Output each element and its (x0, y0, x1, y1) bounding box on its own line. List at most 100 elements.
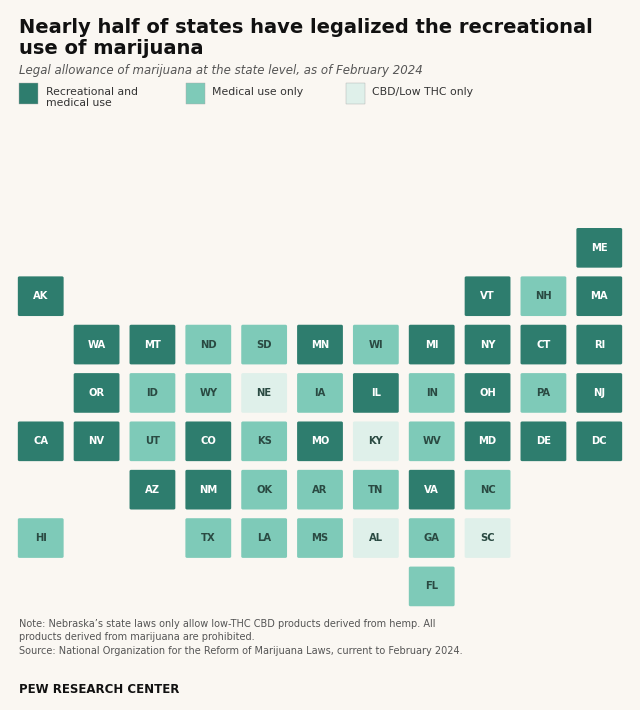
Text: VA: VA (424, 485, 439, 495)
Text: NC: NC (480, 485, 495, 495)
Text: FL: FL (425, 581, 438, 591)
Text: GA: GA (424, 533, 440, 543)
FancyBboxPatch shape (241, 422, 287, 461)
Text: NJ: NJ (593, 388, 605, 398)
Text: UT: UT (145, 437, 160, 447)
Text: HI: HI (35, 533, 47, 543)
Text: AL: AL (369, 533, 383, 543)
Text: NE: NE (257, 388, 272, 398)
FancyBboxPatch shape (241, 518, 287, 558)
FancyBboxPatch shape (186, 324, 231, 364)
FancyBboxPatch shape (353, 518, 399, 558)
Text: Note: Nebraska’s state laws only allow low-THC CBD products derived from hemp. A: Note: Nebraska’s state laws only allow l… (19, 619, 463, 655)
Text: Legal allowance of marijuana at the state level, as of February 2024: Legal allowance of marijuana at the stat… (19, 64, 423, 77)
FancyBboxPatch shape (520, 422, 566, 461)
FancyBboxPatch shape (577, 324, 622, 364)
FancyBboxPatch shape (409, 470, 454, 510)
FancyBboxPatch shape (353, 324, 399, 364)
FancyBboxPatch shape (520, 276, 566, 316)
FancyBboxPatch shape (409, 324, 454, 364)
Text: PA: PA (536, 388, 550, 398)
FancyBboxPatch shape (186, 422, 231, 461)
Text: KY: KY (369, 437, 383, 447)
Text: LA: LA (257, 533, 271, 543)
Text: NY: NY (480, 339, 495, 349)
FancyBboxPatch shape (129, 422, 175, 461)
Text: Nearly half of states have legalized the recreational: Nearly half of states have legalized the… (19, 18, 593, 37)
FancyBboxPatch shape (74, 422, 120, 461)
Text: RI: RI (594, 339, 605, 349)
Text: WV: WV (422, 437, 441, 447)
Text: WY: WY (199, 388, 218, 398)
FancyBboxPatch shape (409, 518, 454, 558)
FancyBboxPatch shape (297, 518, 343, 558)
FancyBboxPatch shape (520, 324, 566, 364)
Text: use of marijuana: use of marijuana (19, 39, 204, 58)
FancyBboxPatch shape (18, 422, 63, 461)
FancyBboxPatch shape (465, 518, 511, 558)
FancyBboxPatch shape (297, 324, 343, 364)
Text: ND: ND (200, 339, 216, 349)
Text: TN: TN (368, 485, 383, 495)
Text: OR: OR (88, 388, 105, 398)
Text: Medical use only: Medical use only (212, 87, 303, 97)
FancyBboxPatch shape (241, 470, 287, 510)
FancyBboxPatch shape (18, 518, 63, 558)
Text: MS: MS (312, 533, 328, 543)
FancyBboxPatch shape (465, 276, 511, 316)
Text: ME: ME (591, 243, 607, 253)
Text: AR: AR (312, 485, 328, 495)
Text: IL: IL (371, 388, 381, 398)
Text: WA: WA (88, 339, 106, 349)
Text: WI: WI (369, 339, 383, 349)
FancyBboxPatch shape (241, 373, 287, 413)
FancyBboxPatch shape (186, 518, 231, 558)
FancyBboxPatch shape (409, 373, 454, 413)
Text: NV: NV (88, 437, 105, 447)
FancyBboxPatch shape (129, 373, 175, 413)
Text: TX: TX (201, 533, 216, 543)
Text: DC: DC (591, 437, 607, 447)
Text: MI: MI (425, 339, 438, 349)
Text: IA: IA (314, 388, 326, 398)
FancyBboxPatch shape (186, 373, 231, 413)
Text: MA: MA (591, 291, 608, 301)
FancyBboxPatch shape (465, 373, 511, 413)
FancyBboxPatch shape (409, 567, 454, 606)
FancyBboxPatch shape (353, 373, 399, 413)
FancyBboxPatch shape (577, 276, 622, 316)
FancyBboxPatch shape (297, 470, 343, 510)
FancyBboxPatch shape (353, 422, 399, 461)
FancyBboxPatch shape (577, 228, 622, 268)
FancyBboxPatch shape (353, 470, 399, 510)
Text: NH: NH (535, 291, 552, 301)
Text: DE: DE (536, 437, 551, 447)
Text: AZ: AZ (145, 485, 160, 495)
Text: MN: MN (311, 339, 329, 349)
Text: MD: MD (479, 437, 497, 447)
FancyBboxPatch shape (577, 422, 622, 461)
Text: KS: KS (257, 437, 271, 447)
Text: Recreational and
medical use: Recreational and medical use (46, 87, 138, 108)
Text: IN: IN (426, 388, 438, 398)
Text: CBD/Low THC only: CBD/Low THC only (372, 87, 474, 97)
FancyBboxPatch shape (520, 373, 566, 413)
FancyBboxPatch shape (241, 324, 287, 364)
Text: CO: CO (200, 437, 216, 447)
Text: OH: OH (479, 388, 496, 398)
Text: VT: VT (480, 291, 495, 301)
FancyBboxPatch shape (297, 422, 343, 461)
FancyBboxPatch shape (465, 324, 511, 364)
FancyBboxPatch shape (74, 324, 120, 364)
Text: PEW RESEARCH CENTER: PEW RESEARCH CENTER (19, 683, 180, 696)
FancyBboxPatch shape (129, 324, 175, 364)
FancyBboxPatch shape (74, 373, 120, 413)
Text: SC: SC (480, 533, 495, 543)
Text: CA: CA (33, 437, 48, 447)
Text: ID: ID (147, 388, 158, 398)
Text: MT: MT (144, 339, 161, 349)
FancyBboxPatch shape (186, 470, 231, 510)
Text: OK: OK (256, 485, 272, 495)
Text: SD: SD (257, 339, 272, 349)
FancyBboxPatch shape (409, 422, 454, 461)
